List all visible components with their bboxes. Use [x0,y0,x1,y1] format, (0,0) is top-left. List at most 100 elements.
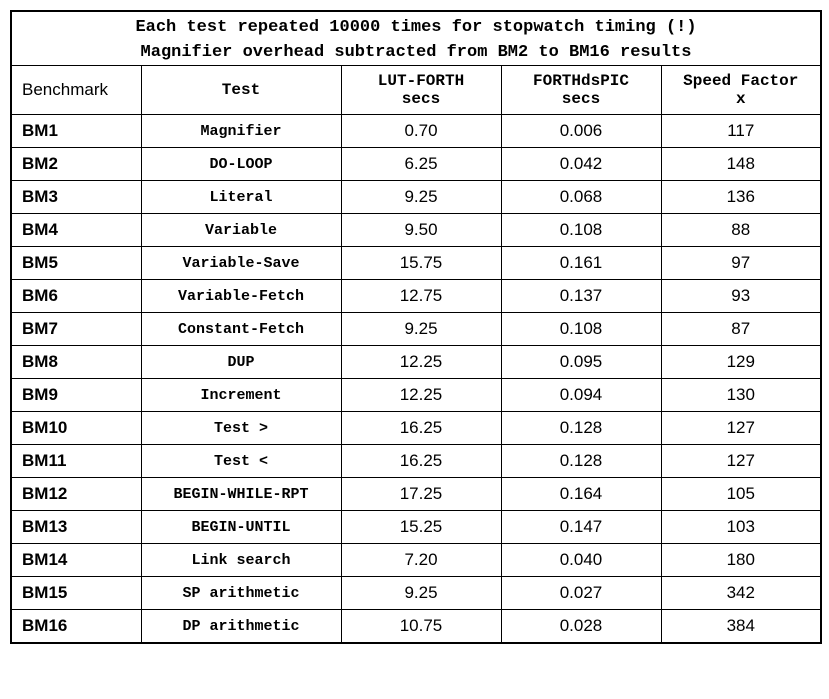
cell-lut-forth-secs: 9.25 [341,577,501,610]
table-row: BM10Test >16.250.128127 [11,412,821,445]
header-sf-line1: Speed Factor [670,72,813,90]
cell-forthdspic-secs: 0.128 [501,445,661,478]
cell-benchmark: BM16 [11,610,141,644]
cell-lut-forth-secs: 16.25 [341,445,501,478]
header-test: Test [141,66,341,115]
cell-benchmark: BM5 [11,247,141,280]
table-row: BM2DO-LOOP6.250.042148 [11,148,821,181]
cell-lut-forth-secs: 15.25 [341,511,501,544]
cell-test: Link search [141,544,341,577]
caption-line-1: Each test repeated 10000 times for stopw… [11,11,821,40]
cell-forthdspic-secs: 0.094 [501,379,661,412]
table-row: BM13BEGIN-UNTIL15.250.147103 [11,511,821,544]
header-lut-forth: LUT-FORTH secs [341,66,501,115]
cell-lut-forth-secs: 17.25 [341,478,501,511]
header-speed-factor: Speed Factor x [661,66,821,115]
cell-test: Variable-Fetch [141,280,341,313]
cell-test: Variable [141,214,341,247]
cell-test: Test < [141,445,341,478]
cell-benchmark: BM8 [11,346,141,379]
table-row: BM14Link search7.200.040180 [11,544,821,577]
cell-speed-factor: 93 [661,280,821,313]
cell-speed-factor: 105 [661,478,821,511]
table-row: BM7Constant-Fetch9.250.10887 [11,313,821,346]
cell-lut-forth-secs: 6.25 [341,148,501,181]
table-row: BM16DP arithmetic10.750.028384 [11,610,821,644]
table-row: BM8DUP12.250.095129 [11,346,821,379]
cell-benchmark: BM13 [11,511,141,544]
header-sf-line2: x [670,90,813,108]
cell-benchmark: BM14 [11,544,141,577]
cell-benchmark: BM7 [11,313,141,346]
cell-speed-factor: 127 [661,412,821,445]
cell-test: Magnifier [141,115,341,148]
cell-lut-forth-secs: 10.75 [341,610,501,644]
cell-benchmark: BM12 [11,478,141,511]
cell-lut-forth-secs: 12.75 [341,280,501,313]
cell-lut-forth-secs: 9.50 [341,214,501,247]
table-row: BM15SP arithmetic9.250.027342 [11,577,821,610]
cell-lut-forth-secs: 0.70 [341,115,501,148]
cell-speed-factor: 180 [661,544,821,577]
header-lut-line1: LUT-FORTH [350,72,493,90]
cell-test: SP arithmetic [141,577,341,610]
cell-test: DUP [141,346,341,379]
cell-test: Test > [141,412,341,445]
cell-test: Variable-Save [141,247,341,280]
cell-benchmark: BM9 [11,379,141,412]
cell-lut-forth-secs: 15.75 [341,247,501,280]
header-forthdspic: FORTHdsPIC secs [501,66,661,115]
cell-forthdspic-secs: 0.027 [501,577,661,610]
header-row: Benchmark Test LUT-FORTH secs FORTHdsPIC… [11,66,821,115]
cell-forthdspic-secs: 0.040 [501,544,661,577]
cell-forthdspic-secs: 0.068 [501,181,661,214]
cell-speed-factor: 103 [661,511,821,544]
cell-speed-factor: 87 [661,313,821,346]
cell-speed-factor: 88 [661,214,821,247]
cell-benchmark: BM2 [11,148,141,181]
cell-lut-forth-secs: 12.25 [341,346,501,379]
table-row: BM3Literal9.250.068136 [11,181,821,214]
cell-speed-factor: 127 [661,445,821,478]
cell-benchmark: BM15 [11,577,141,610]
cell-benchmark: BM1 [11,115,141,148]
cell-lut-forth-secs: 16.25 [341,412,501,445]
cell-speed-factor: 117 [661,115,821,148]
table-row: BM11Test <16.250.128127 [11,445,821,478]
cell-forthdspic-secs: 0.147 [501,511,661,544]
cell-speed-factor: 130 [661,379,821,412]
header-benchmark: Benchmark [11,66,141,115]
table-row: BM4Variable9.500.10888 [11,214,821,247]
caption-line-2: Magnifier overhead subtracted from BM2 t… [11,40,821,66]
cell-lut-forth-secs: 9.25 [341,313,501,346]
header-fds-line1: FORTHdsPIC [510,72,653,90]
cell-lut-forth-secs: 7.20 [341,544,501,577]
cell-forthdspic-secs: 0.137 [501,280,661,313]
caption-row-2: Magnifier overhead subtracted from BM2 t… [11,40,821,66]
cell-benchmark: BM10 [11,412,141,445]
table-row: BM6Variable-Fetch12.750.13793 [11,280,821,313]
cell-forthdspic-secs: 0.108 [501,313,661,346]
cell-forthdspic-secs: 0.161 [501,247,661,280]
table-row: BM1Magnifier0.700.006117 [11,115,821,148]
cell-speed-factor: 384 [661,610,821,644]
cell-forthdspic-secs: 0.108 [501,214,661,247]
cell-forthdspic-secs: 0.164 [501,478,661,511]
cell-lut-forth-secs: 12.25 [341,379,501,412]
cell-speed-factor: 97 [661,247,821,280]
cell-forthdspic-secs: 0.006 [501,115,661,148]
table-row: BM9Increment12.250.094130 [11,379,821,412]
cell-benchmark: BM6 [11,280,141,313]
cell-test: BEGIN-UNTIL [141,511,341,544]
cell-test: DP arithmetic [141,610,341,644]
cell-speed-factor: 136 [661,181,821,214]
cell-forthdspic-secs: 0.095 [501,346,661,379]
cell-test: Literal [141,181,341,214]
cell-lut-forth-secs: 9.25 [341,181,501,214]
caption-row-1: Each test repeated 10000 times for stopw… [11,11,821,40]
cell-speed-factor: 342 [661,577,821,610]
cell-speed-factor: 129 [661,346,821,379]
table-row: BM5Variable-Save15.750.16197 [11,247,821,280]
benchmark-table: Each test repeated 10000 times for stopw… [10,10,822,644]
cell-benchmark: BM3 [11,181,141,214]
